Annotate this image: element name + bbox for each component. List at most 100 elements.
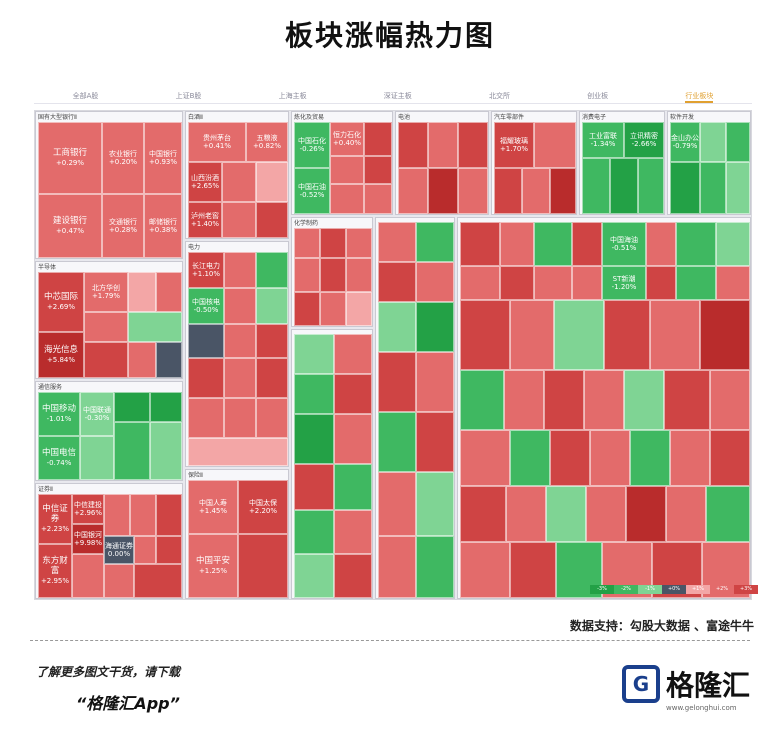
heat-cell[interactable] bbox=[710, 370, 750, 430]
heat-cell[interactable]: ST新潮 -1.20% bbox=[602, 266, 646, 300]
heat-cell[interactable] bbox=[378, 262, 416, 302]
heat-cell[interactable] bbox=[510, 542, 556, 598]
heat-cell[interactable]: 海光信息 +5.84% bbox=[38, 332, 84, 378]
heat-cell[interactable] bbox=[334, 554, 372, 598]
heat-cell[interactable] bbox=[84, 312, 128, 342]
heat-cell[interactable] bbox=[294, 464, 334, 510]
heat-cell[interactable]: 中国人寿 +1.45% bbox=[188, 480, 238, 534]
heat-cell[interactable]: 恒力石化 +0.40% bbox=[330, 122, 364, 156]
heat-cell[interactable] bbox=[256, 288, 288, 324]
heat-cell[interactable] bbox=[416, 472, 454, 536]
heat-cell[interactable] bbox=[584, 370, 624, 430]
heat-cell[interactable]: 福耀玻璃 +1.70% bbox=[494, 122, 534, 168]
footer-app[interactable]: “格隆汇App” bbox=[76, 694, 180, 713]
heat-cell[interactable] bbox=[330, 156, 364, 184]
heat-cell[interactable] bbox=[150, 422, 182, 480]
heat-cell[interactable] bbox=[460, 300, 510, 370]
heat-cell[interactable] bbox=[346, 258, 372, 292]
heat-cell[interactable] bbox=[460, 266, 500, 300]
heat-cell[interactable]: 中国银河 +9.98% bbox=[72, 524, 104, 554]
heat-cell[interactable] bbox=[238, 534, 288, 598]
tab-all-a[interactable]: 全部A股 bbox=[72, 92, 99, 100]
heat-cell[interactable] bbox=[460, 430, 510, 486]
heat-cell[interactable] bbox=[458, 168, 488, 214]
heat-cell[interactable] bbox=[416, 536, 454, 598]
heat-cell[interactable] bbox=[664, 370, 710, 430]
heat-cell[interactable] bbox=[504, 370, 544, 430]
heat-cell[interactable] bbox=[534, 122, 576, 168]
heat-cell[interactable]: 交通银行 +0.28% bbox=[102, 194, 144, 258]
heat-cell[interactable] bbox=[256, 398, 288, 438]
heat-cell[interactable] bbox=[334, 464, 372, 510]
heat-cell[interactable] bbox=[294, 374, 334, 414]
heat-cell[interactable] bbox=[150, 392, 182, 422]
heat-cell[interactable] bbox=[626, 486, 666, 542]
heat-cell[interactable] bbox=[188, 358, 224, 398]
heat-cell[interactable] bbox=[330, 184, 364, 214]
heat-cell[interactable] bbox=[546, 486, 586, 542]
heat-cell[interactable] bbox=[460, 486, 506, 542]
heat-cell[interactable] bbox=[378, 472, 416, 536]
heat-cell[interactable]: 东方财富 +2.95% bbox=[38, 544, 72, 598]
heat-cell[interactable] bbox=[256, 162, 288, 202]
heat-cell[interactable] bbox=[294, 292, 320, 326]
heat-cell[interactable] bbox=[334, 334, 372, 374]
heat-cell[interactable] bbox=[534, 222, 572, 266]
heat-cell[interactable] bbox=[256, 324, 288, 358]
heat-cell[interactable] bbox=[320, 258, 346, 292]
heat-cell[interactable] bbox=[604, 300, 650, 370]
heat-cell[interactable] bbox=[670, 430, 710, 486]
heat-cell[interactable] bbox=[346, 228, 372, 258]
heat-cell[interactable] bbox=[364, 122, 392, 156]
heat-cell[interactable] bbox=[130, 494, 156, 536]
heat-cell[interactable] bbox=[72, 554, 104, 598]
heat-cell[interactable]: 中国海油 -0.51% bbox=[602, 222, 646, 266]
heat-cell[interactable]: 海通证券 0.00% bbox=[104, 536, 134, 564]
heat-cell[interactable]: 中芯国际 +2.69% bbox=[38, 272, 84, 332]
heat-cell[interactable] bbox=[294, 510, 334, 554]
heat-cell[interactable] bbox=[572, 222, 602, 266]
heat-cell[interactable] bbox=[128, 342, 156, 378]
heat-cell[interactable] bbox=[188, 398, 224, 438]
heat-cell[interactable] bbox=[500, 222, 534, 266]
heat-cell[interactable] bbox=[666, 486, 706, 542]
heat-cell[interactable] bbox=[80, 436, 114, 480]
heat-cell[interactable] bbox=[134, 536, 156, 564]
heat-cell[interactable] bbox=[364, 156, 392, 184]
heat-cell[interactable] bbox=[378, 222, 416, 262]
heat-cell[interactable] bbox=[104, 564, 134, 598]
heat-cell[interactable] bbox=[224, 398, 256, 438]
heat-cell[interactable] bbox=[378, 352, 416, 412]
heat-cell[interactable] bbox=[726, 122, 750, 162]
heat-cell[interactable] bbox=[222, 202, 256, 238]
heat-cell[interactable] bbox=[416, 352, 454, 412]
heat-cell[interactable]: 泸州老窖 +1.40% bbox=[188, 202, 222, 238]
heat-cell[interactable] bbox=[650, 300, 700, 370]
heat-cell[interactable]: 中国平安 +1.25% bbox=[188, 534, 238, 598]
heat-cell[interactable] bbox=[716, 266, 750, 300]
heat-cell[interactable] bbox=[460, 542, 510, 598]
heat-cell[interactable]: 金山办公 -0.79% bbox=[670, 122, 700, 162]
heat-cell[interactable] bbox=[700, 122, 726, 162]
heat-cell[interactable] bbox=[550, 168, 576, 214]
heat-cell[interactable] bbox=[320, 292, 346, 326]
heat-cell[interactable] bbox=[582, 158, 610, 214]
tab-sz-main[interactable]: 深证主板 bbox=[383, 92, 412, 100]
heat-cell[interactable] bbox=[224, 288, 256, 324]
heat-cell[interactable] bbox=[398, 122, 428, 168]
heat-cell[interactable] bbox=[84, 342, 128, 378]
heat-cell[interactable] bbox=[104, 494, 130, 536]
heat-cell[interactable] bbox=[346, 292, 372, 326]
heat-cell[interactable] bbox=[128, 312, 182, 342]
heat-cell[interactable] bbox=[646, 222, 676, 266]
heat-cell[interactable] bbox=[416, 302, 454, 352]
heat-cell[interactable] bbox=[134, 564, 182, 598]
tab-industry[interactable]: 行业板块 bbox=[685, 88, 714, 103]
heat-cell[interactable] bbox=[416, 412, 454, 472]
heat-cell[interactable] bbox=[534, 266, 572, 300]
heat-cell[interactable] bbox=[460, 222, 500, 266]
heat-cell[interactable]: 建设银行 +0.47% bbox=[38, 194, 102, 258]
heat-cell[interactable] bbox=[294, 228, 320, 258]
heat-cell[interactable] bbox=[510, 430, 550, 486]
heat-cell[interactable] bbox=[500, 266, 534, 300]
